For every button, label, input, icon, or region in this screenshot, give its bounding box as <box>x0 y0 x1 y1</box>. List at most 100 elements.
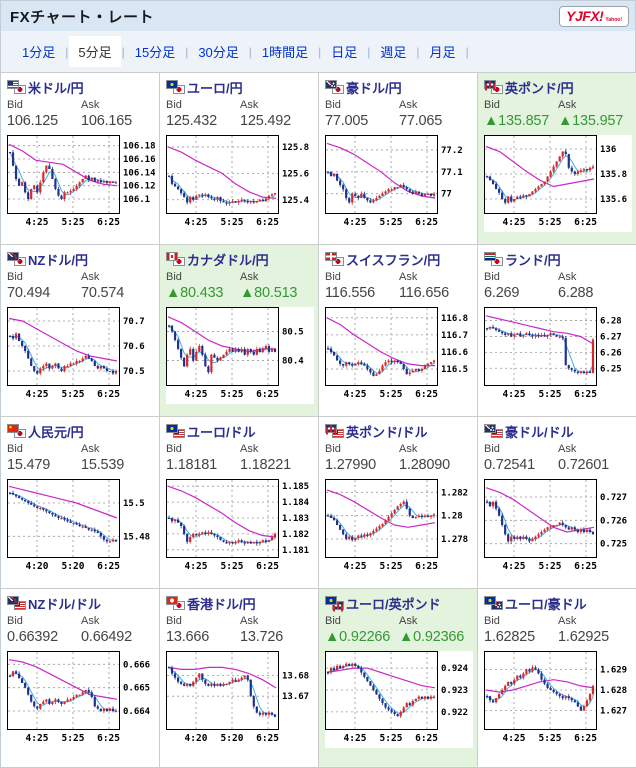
svg-text:5:25: 5:25 <box>539 733 562 744</box>
pair-name-link[interactable]: NZドル/円 <box>28 252 88 268</box>
pair-name-link[interactable]: ランド/円 <box>505 252 561 268</box>
pair-flags <box>7 251 28 267</box>
candlestick-chart: 125.8 125.6 125.4 4:25 5:25 6:25 <box>166 135 314 232</box>
svg-text:13.68: 13.68 <box>282 672 309 682</box>
pair-name-link[interactable]: スイスフラン/円 <box>346 252 441 268</box>
bid-ask-labels: Bid Ask <box>484 271 636 285</box>
pair-name-link[interactable]: 豪ドル/円 <box>346 80 402 96</box>
tab-3[interactable]: 15分足 <box>134 45 176 60</box>
chart-canvas: 116.8 116.7 116.6 116.5 4:25 5:25 6:25 <box>325 307 468 400</box>
base-currency-flag-icon <box>325 423 337 433</box>
svg-text:0.727: 0.727 <box>600 493 627 503</box>
ask-label: Ask <box>240 99 259 111</box>
currency-pair-panel: 人民元/円 Bid Ask 15.479 15.539 15.5 15.48 4:2… <box>1 417 160 589</box>
pair-name-link[interactable]: 香港ドル/円 <box>187 596 256 612</box>
yjfx-logo[interactable]: YJFX! Yahoo! <box>559 5 629 27</box>
chart-canvas: 1.185 1.184 1.183 1.182 1.181 4:25 5:25 6:25 <box>166 479 310 572</box>
pair-flags <box>7 423 28 439</box>
svg-text:0.726: 0.726 <box>600 516 627 526</box>
ask-label: Ask <box>81 615 100 627</box>
svg-text:116.8: 116.8 <box>441 314 468 324</box>
svg-text:13.67: 13.67 <box>282 692 309 702</box>
svg-text:106.12: 106.12 <box>123 182 155 192</box>
pair-flags <box>325 79 346 95</box>
bid-value: 15.479 <box>7 457 51 473</box>
svg-text:0.923: 0.923 <box>441 686 468 696</box>
pair-name-link[interactable]: ユーロ/ドル <box>187 424 256 440</box>
ask-value: 116.656 <box>399 285 449 301</box>
pair-header: 豪ドル/ドル <box>484 422 636 440</box>
base-currency-flag-icon <box>484 251 496 261</box>
svg-text:6:25: 6:25 <box>415 217 438 228</box>
base-currency-flag-icon <box>7 79 19 89</box>
svg-text:106.1: 106.1 <box>123 195 150 205</box>
pair-flags <box>166 79 187 95</box>
svg-text:0.924: 0.924 <box>441 664 469 674</box>
tab-1[interactable]: 1分足 <box>22 45 56 60</box>
tab-4[interactable]: 30分足 <box>198 45 239 60</box>
pair-flags <box>484 251 505 267</box>
svg-text:116.5: 116.5 <box>441 365 468 375</box>
svg-text:6:25: 6:25 <box>415 561 438 572</box>
bid-ask-labels: Bid Ask <box>325 615 477 629</box>
base-currency-flag-icon <box>7 595 19 605</box>
ask-label: Ask <box>240 443 259 455</box>
ask-value: 0.72601 <box>558 457 610 473</box>
bid-ask-labels: Bid Ask <box>166 99 318 113</box>
svg-text:6:25: 6:25 <box>97 733 120 744</box>
tab-separator: | <box>367 44 371 59</box>
bid-ask-labels: Bid Ask <box>484 443 636 457</box>
bid-ask-labels: Bid Ask <box>7 443 159 457</box>
bid-ask-values: ▲80.433 ▲80.513 <box>166 285 318 304</box>
pair-name-link[interactable]: 英ポンド/ドル <box>346 424 428 440</box>
pair-flags <box>325 251 346 267</box>
svg-text:1.184: 1.184 <box>282 498 310 508</box>
pair-name-link[interactable]: 人民元/円 <box>28 424 84 440</box>
pair-name-link[interactable]: ユーロ/英ポンド <box>346 596 441 612</box>
chart-canvas: 125.8 125.6 125.4 4:25 5:25 6:25 <box>166 135 310 228</box>
svg-text:6.27: 6.27 <box>600 332 622 342</box>
svg-text:6:25: 6:25 <box>256 733 279 744</box>
svg-text:1.629: 1.629 <box>600 665 627 675</box>
bid-value: ▲135.857 <box>484 113 550 129</box>
svg-text:6:25: 6:25 <box>574 389 597 400</box>
bid-value: 6.269 <box>484 285 520 301</box>
pair-flags <box>484 79 505 95</box>
bid-ask-labels: Bid Ask <box>7 99 159 113</box>
quote-currency-flag-icon <box>14 428 26 438</box>
svg-text:125.4: 125.4 <box>282 196 310 206</box>
bid-label: Bid <box>484 615 500 627</box>
tab-5[interactable]: 1時間足 <box>261 45 309 60</box>
svg-text:70.7: 70.7 <box>123 317 145 327</box>
pair-header: 英ポンド/円 <box>484 78 636 96</box>
bid-value: 1.62825 <box>484 629 536 645</box>
svg-text:6:25: 6:25 <box>97 217 120 228</box>
tab-6[interactable]: 日足 <box>331 45 358 60</box>
pair-name-link[interactable]: 豪ドル/ドル <box>505 424 574 440</box>
svg-text:4:25: 4:25 <box>26 389 49 400</box>
svg-text:6:25: 6:25 <box>256 561 279 572</box>
pair-name-link[interactable]: 英ポンド/円 <box>505 80 574 96</box>
bid-ask-values: 77.005 77.065 <box>325 113 477 132</box>
pair-name-link[interactable]: カナダドル/円 <box>187 252 269 268</box>
bid-ask-values: 116.556 116.656 <box>325 285 477 304</box>
bid-value: 0.72541 <box>484 457 536 473</box>
pair-name-link[interactable]: ユーロ/豪ドル <box>505 596 587 612</box>
svg-text:1.185: 1.185 <box>282 482 309 492</box>
svg-text:80.5: 80.5 <box>282 327 304 337</box>
tab-8[interactable]: 月足 <box>429 45 456 60</box>
currency-pair-panel: ユーロ/ドル Bid Ask 1.18181 1.18221 1.185 1.18… <box>160 417 319 589</box>
pair-name-link[interactable]: NZドル/ドル <box>28 596 101 612</box>
tab-separator: | <box>121 44 125 59</box>
pair-name-link[interactable]: 米ドル/円 <box>28 80 84 96</box>
svg-text:5:20: 5:20 <box>62 561 85 572</box>
pair-name-link[interactable]: ユーロ/円 <box>187 80 243 96</box>
candlestick-chart: 77.2 77.1 77 4:25 5:25 6:25 <box>325 135 473 232</box>
pair-header: 英ポンド/ドル <box>325 422 477 440</box>
svg-text:6:25: 6:25 <box>574 733 597 744</box>
bid-ask-labels: Bid Ask <box>7 271 159 285</box>
svg-text:6:25: 6:25 <box>256 389 279 400</box>
bid-label: Bid <box>7 443 23 455</box>
tab-7[interactable]: 週足 <box>380 45 407 60</box>
pair-flags <box>166 595 187 611</box>
